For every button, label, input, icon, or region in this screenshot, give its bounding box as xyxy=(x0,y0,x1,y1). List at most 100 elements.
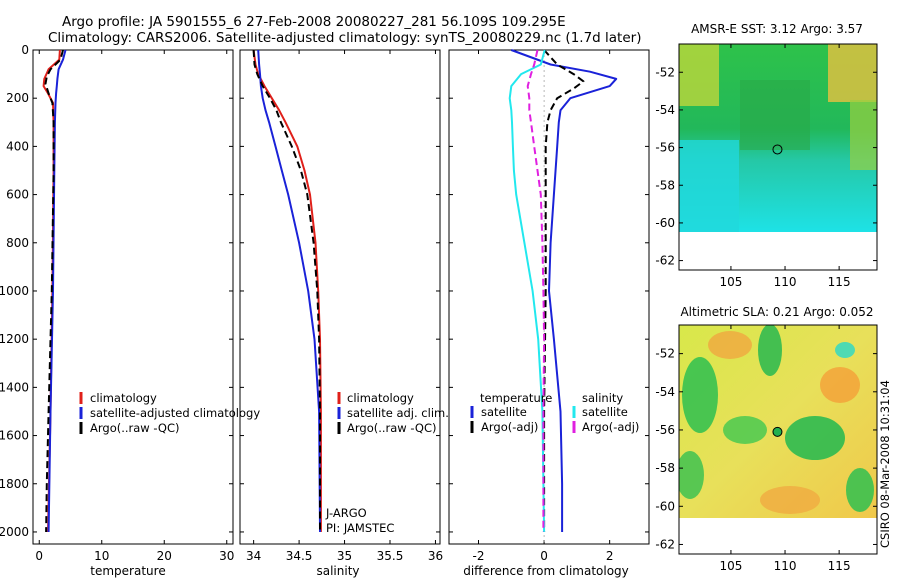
x-tick-label: 10 xyxy=(94,549,109,563)
map-y-tick-label: -54 xyxy=(655,103,675,117)
sla-low-blob xyxy=(785,416,845,460)
series-line-temperature-argo-adj- xyxy=(543,49,585,532)
sst-cool-patch xyxy=(679,140,739,232)
salinity-plot-frame xyxy=(239,49,441,545)
difference-legend: temperature salinity satellite Argo(-adj… xyxy=(470,391,639,434)
x-tick-label: 2 xyxy=(606,549,614,563)
map-y-tick-label: -62 xyxy=(655,254,675,268)
series-line-argo-raw-qc- xyxy=(44,49,64,533)
credit-stamp: CSIRO 08-Mar-2008 10:31:04 xyxy=(878,380,892,548)
legend-group-temperature: temperature xyxy=(480,391,552,405)
temperature-legend: climatology satellite-adjusted climatolo… xyxy=(79,391,260,435)
sst-warm-patch xyxy=(828,44,877,102)
sla-map-title: Altimetric SLA: 0.21 Argo: 0.052 xyxy=(680,305,873,319)
map-x-tick-label: 105 xyxy=(719,275,742,289)
sla-low-blob xyxy=(679,451,704,499)
sla-low-blob xyxy=(682,357,718,433)
map-y-tick-label: -62 xyxy=(655,537,675,551)
map-y-tick-label: -60 xyxy=(655,216,675,230)
map-x-tick-label: 115 xyxy=(828,559,851,573)
sst-map-title: AMSR-E SST: 3.12 Argo: 3.57 xyxy=(691,22,863,36)
header-line-1: Argo profile: JA 5901555_6 27-Feb-2008 2… xyxy=(62,14,566,30)
map-y-tick-label: -56 xyxy=(655,141,675,155)
series-line-satellite-adj-clim- xyxy=(257,49,321,533)
legend-label-satellite: satellite-adjusted climatology xyxy=(90,406,260,420)
map-x-tick-label: 110 xyxy=(774,559,797,573)
legend-label-argo: Argo(..raw -QC) xyxy=(90,421,180,435)
map-y-tick-label: -52 xyxy=(655,347,675,361)
y-tick-label: 1000 xyxy=(0,284,29,298)
legend-label-temp-argo: Argo(-adj) xyxy=(481,420,538,434)
series-line-salinity-satellite xyxy=(508,49,546,533)
map-x-tick-label: 115 xyxy=(828,275,851,289)
x-tick-label: -2 xyxy=(473,549,485,563)
argo-position-marker xyxy=(772,426,783,437)
y-tick-label: 400 xyxy=(6,139,29,153)
series-line-satellite-adjusted-climatology xyxy=(47,49,67,533)
x-tick-label: 30 xyxy=(219,549,234,563)
x-tick-label: 20 xyxy=(157,549,172,563)
sst-warm-patch xyxy=(679,44,719,106)
legend-group-salinity: salinity xyxy=(582,391,623,405)
y-tick-label: 2000 xyxy=(0,525,29,539)
y-tick-label: 1600 xyxy=(0,429,29,443)
legend-label-temp-satellite: satellite xyxy=(481,405,527,419)
temperature-plot-frame xyxy=(32,49,234,545)
map-x-tick-label: 105 xyxy=(719,559,742,573)
y-tick-label: 1400 xyxy=(0,380,29,394)
y-tick-label: 200 xyxy=(6,91,29,105)
sla-low-blob xyxy=(723,416,767,444)
legend-label-argo: Argo(..raw -QC) xyxy=(347,421,437,435)
x-tick-label: 0 xyxy=(540,549,548,563)
x-tick-label: 36 xyxy=(428,549,443,563)
sla-low-blob xyxy=(846,468,874,512)
header-line-2: Climatology: CARS2006. Satellite-adjuste… xyxy=(48,30,641,46)
difference-plot-frame xyxy=(448,49,650,545)
legend-label-sal-argo: Argo(-adj) xyxy=(582,420,639,434)
sla-high-blob xyxy=(760,486,820,514)
y-tick-label: 0 xyxy=(21,43,29,57)
difference-chart: -2 0 2 xyxy=(449,49,649,563)
series-line-salinity-argo-adj- xyxy=(526,49,546,532)
legend-label-satellite: satellite adj. clim. xyxy=(347,406,449,420)
pi-annotation: PI: JAMSTEC xyxy=(326,521,394,535)
temperature-chart: 0 10 20 30 0 200 400 600 800 1000 1200 1400 1600 1800… xyxy=(0,43,234,563)
sla-map-frame xyxy=(678,324,878,555)
map-x-tick-label: 110 xyxy=(774,275,797,289)
sst-map-frame xyxy=(678,43,878,271)
salinity-axis-label: salinity xyxy=(316,564,359,578)
series-line-climatology xyxy=(252,49,322,532)
map-y-tick-label: -52 xyxy=(655,65,675,79)
legend-label-climatology: climatology xyxy=(347,391,414,405)
sst-map-axes: 105 110 115 -52 -54 -56 -58 -60 -62 xyxy=(655,44,877,289)
salinity-chart: 34 34.5 35 35.5 36 xyxy=(240,49,443,563)
x-tick-label: 34.5 xyxy=(286,549,313,563)
series-line-temperature-satellite xyxy=(510,49,618,532)
y-tick-label: 1200 xyxy=(0,332,29,346)
sst-warm-patch xyxy=(850,100,877,170)
x-tick-label: 35.5 xyxy=(377,549,404,563)
sla-high-blob xyxy=(820,367,860,403)
y-tick-label: 600 xyxy=(6,188,29,202)
x-tick-label: 35 xyxy=(337,549,352,563)
sst-heatmap xyxy=(679,44,877,232)
legend-label-sal-satellite: satellite xyxy=(582,405,628,419)
sla-high-blob xyxy=(708,331,752,359)
series-line-argo-raw-qc- xyxy=(252,49,321,532)
map-y-tick-label: -58 xyxy=(655,461,675,475)
sla-cyan-blob xyxy=(835,342,855,358)
map-y-tick-label: -54 xyxy=(655,385,675,399)
sla-low-blob xyxy=(758,325,782,376)
x-tick-label: 0 xyxy=(35,549,43,563)
sst-mid-patch xyxy=(740,80,810,150)
map-y-tick-label: -58 xyxy=(655,178,675,192)
difference-axis-label: difference from climatology xyxy=(463,564,629,578)
x-tick-label: 34 xyxy=(246,549,261,563)
y-tick-label: 1800 xyxy=(0,477,29,491)
argo-position-marker xyxy=(772,144,783,155)
map-y-tick-label: -56 xyxy=(655,423,675,437)
sla-map-axes: 105 110 115 -52 -54 -56 -58 -60 -62 xyxy=(655,325,877,573)
legend-label-climatology: climatology xyxy=(90,391,157,405)
program-annotation: J-ARGO xyxy=(325,506,367,520)
